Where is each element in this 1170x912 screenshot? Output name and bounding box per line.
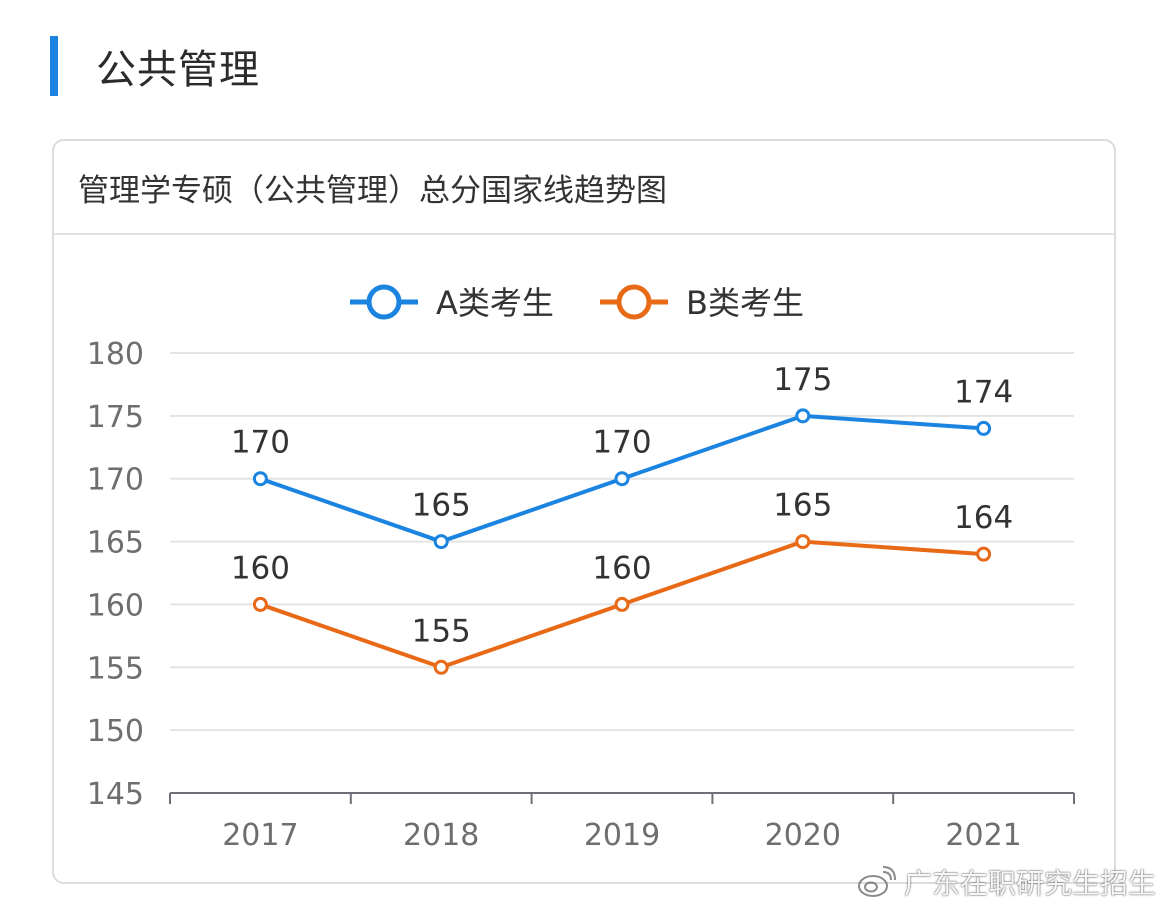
y-tick-label: 165 xyxy=(87,526,144,561)
data-point xyxy=(976,420,992,436)
data-label: 160 xyxy=(592,550,651,586)
chart-card: 管理学专硕（公共管理）总分国家线趋势图 xyxy=(52,139,1116,884)
data-label: 155 xyxy=(412,613,471,649)
data-label: 165 xyxy=(412,488,471,524)
data-label: 170 xyxy=(231,425,290,461)
y-tick-label: 150 xyxy=(87,714,144,749)
data-label: 170 xyxy=(592,425,651,461)
weibo-icon xyxy=(857,866,896,897)
x-tick-label: 2019 xyxy=(584,818,660,853)
x-tick-label: 2018 xyxy=(403,818,479,853)
data-point xyxy=(252,596,268,612)
data-label: 165 xyxy=(773,488,832,524)
data-label: 175 xyxy=(773,362,832,398)
legend-label: B类考生 xyxy=(686,284,804,322)
chart-title: 管理学专硕（公共管理）总分国家线趋势图 xyxy=(78,172,667,209)
data-point xyxy=(614,596,630,612)
section-header: 公共管理 xyxy=(50,36,260,96)
y-tick-label: 175 xyxy=(87,400,144,435)
data-point xyxy=(433,659,449,675)
data-point xyxy=(795,408,811,424)
card-header: 管理学专硕（公共管理）总分国家线趋势图 xyxy=(54,141,1114,235)
legend-marker xyxy=(366,284,402,320)
x-tick-label: 2021 xyxy=(945,818,1021,853)
section-title: 公共管理 xyxy=(96,47,260,93)
data-label: 160 xyxy=(231,550,290,586)
legend-label: A类考生 xyxy=(436,284,554,322)
y-tick-label: 155 xyxy=(87,651,144,686)
data-point xyxy=(795,534,811,550)
section-accent-bar xyxy=(50,36,58,96)
data-point xyxy=(976,546,992,562)
y-tick-label: 145 xyxy=(87,777,144,812)
watermark-text: 广东在职研究生招生 xyxy=(903,867,1156,900)
data-label: 174 xyxy=(954,374,1013,410)
watermark: 广东在职研究生招生 xyxy=(856,862,1156,902)
data-point xyxy=(252,471,268,487)
y-tick-label: 180 xyxy=(87,337,144,372)
y-tick-label: 160 xyxy=(87,588,144,623)
x-tick-label: 2020 xyxy=(765,818,841,853)
y-tick-label: 170 xyxy=(87,463,144,498)
data-label: 164 xyxy=(954,500,1013,536)
legend-marker xyxy=(616,284,652,320)
data-point xyxy=(433,534,449,550)
data-point xyxy=(614,471,630,487)
x-tick-label: 2017 xyxy=(222,818,298,853)
